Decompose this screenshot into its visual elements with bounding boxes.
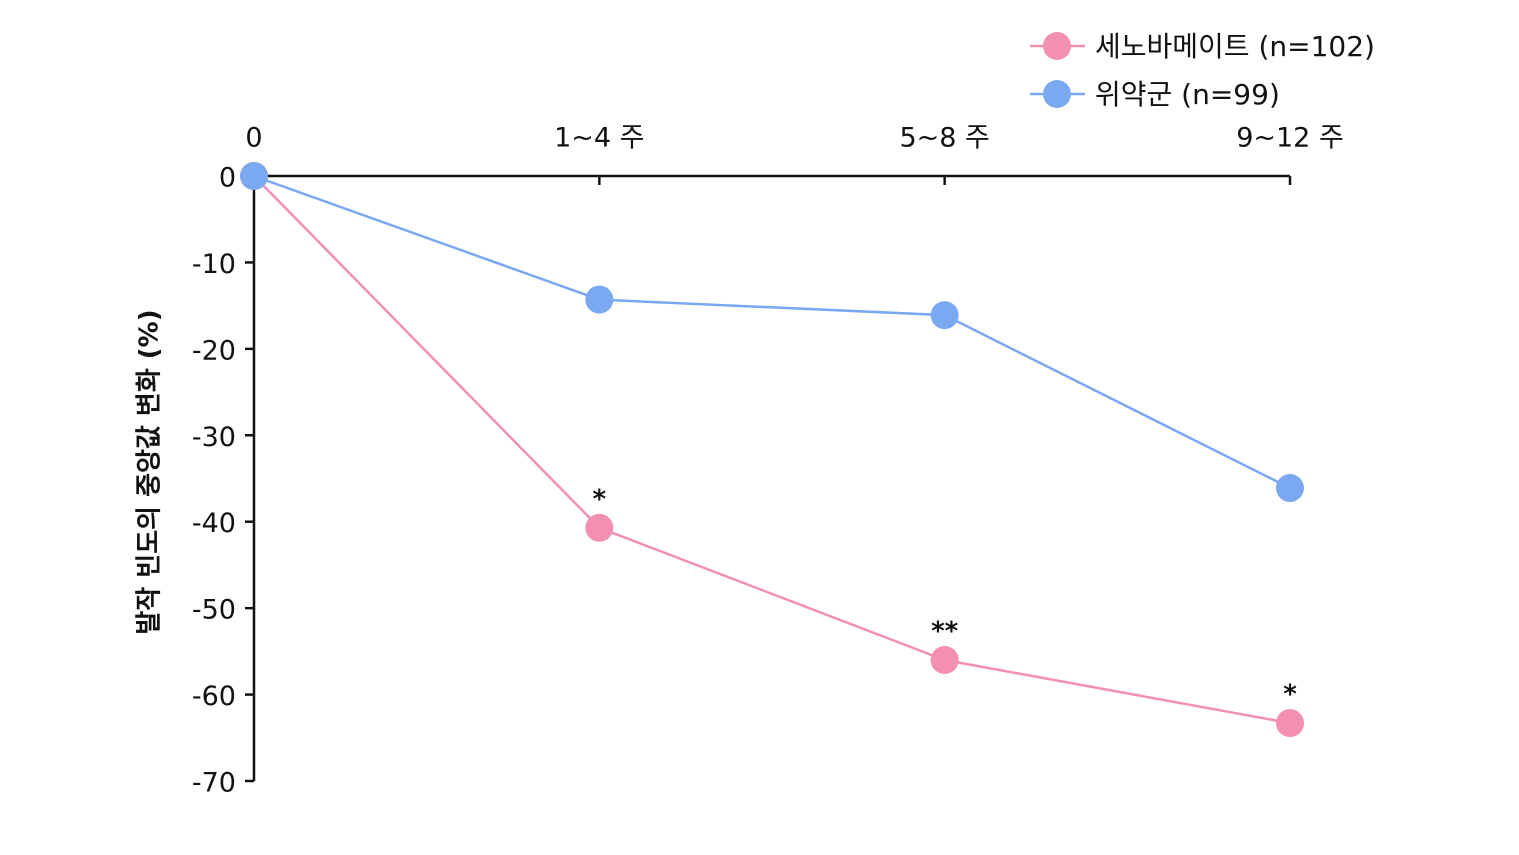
y-tick-label: -10 xyxy=(192,249,236,280)
y-tick-label: -50 xyxy=(192,595,236,626)
y-axis-label: 발작 빈도의 중앙값 변화 (%) xyxy=(135,309,165,634)
y-tick-label: -70 xyxy=(192,768,236,799)
y-tick-label: -40 xyxy=(192,508,236,539)
legend-label: 세노바메이트 (n=102) xyxy=(1095,30,1375,63)
data-point xyxy=(585,513,614,542)
significance-annotation: * xyxy=(1283,680,1297,710)
series-line xyxy=(253,174,1291,490)
x-tick-label: 0 xyxy=(245,123,262,154)
series-line xyxy=(253,175,1291,725)
data-point xyxy=(930,301,959,330)
x-tick-label: 1~4 주 xyxy=(554,123,644,154)
data-point xyxy=(930,646,959,674)
significance-annotation: * xyxy=(593,484,607,514)
x-tick-label: 9~12 주 xyxy=(1236,123,1344,154)
data-point xyxy=(1276,474,1304,503)
y-tick-label: -20 xyxy=(192,335,236,366)
data-point xyxy=(240,162,268,190)
data-point xyxy=(585,285,614,314)
y-tick-label: -30 xyxy=(192,422,236,453)
legend-marker xyxy=(1043,32,1071,60)
x-tick-label: 5~8 주 xyxy=(899,123,989,154)
significance-annotation: ** xyxy=(931,617,959,647)
y-tick-label: 0 xyxy=(219,163,236,194)
legend-marker xyxy=(1043,80,1071,108)
y-tick-label: -60 xyxy=(192,681,236,712)
data-point xyxy=(1276,709,1304,738)
legend-label: 위약군 (n=99) xyxy=(1095,78,1280,111)
